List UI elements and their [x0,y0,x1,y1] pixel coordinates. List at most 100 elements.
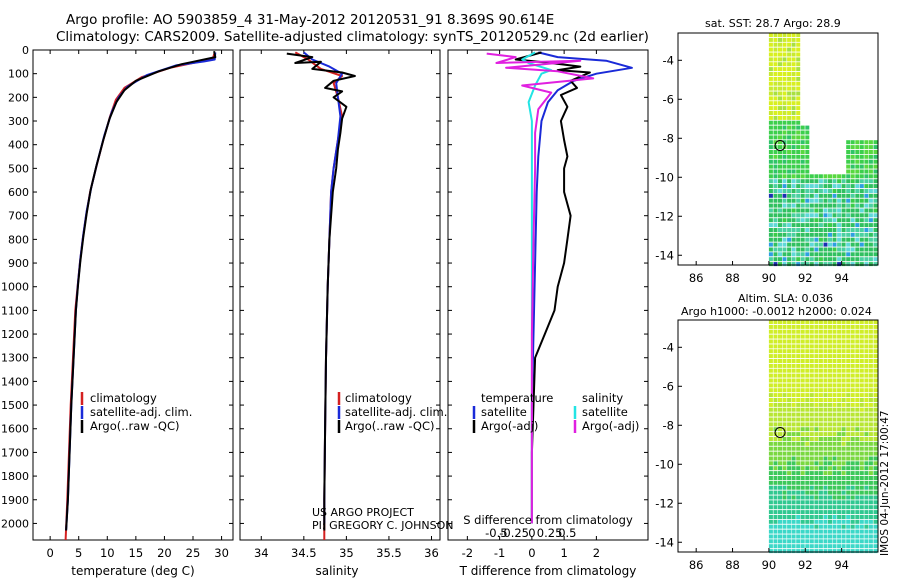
sla-map-cell [773,417,778,422]
sst-map-cell [787,130,792,135]
sla-map-cell [809,422,814,427]
sst-map-cell [782,232,787,237]
sla-map-cell [805,402,810,407]
sla-map-cell [778,461,782,466]
sst-map-cell [791,198,796,203]
sla-map-cell [868,368,873,373]
sla-map-cell [814,407,819,412]
sla-map-cell [782,407,787,412]
sst-map-cell [859,164,864,169]
sla-map-cell [837,451,842,456]
sst-map-cell [796,262,801,267]
sst-map-cell [809,237,814,242]
sla-map-cell [850,359,855,363]
sla-map-cell [873,490,878,495]
sla-map-cell [823,549,828,554]
sla-map-cell [864,529,869,534]
sla-map-cell [823,480,828,485]
sst-map-cell [805,145,810,150]
sst-map-cell [787,164,792,169]
sla-map-cell [796,451,801,456]
sla-map-cell [837,359,842,363]
temperature-x-tick-label: 30 [214,546,229,560]
sla-map-cell [796,549,801,554]
sst-map-cell [782,62,787,67]
sla-map-cell [841,368,846,373]
sst-map-cell [832,257,837,262]
sst-map-cell [778,125,782,130]
sst-map-cell [814,193,819,198]
sla-map-cell [782,519,787,524]
sla-map-cell [791,451,796,456]
sla-map-cell [818,368,823,373]
sla-map-cell [850,368,855,373]
sst-map-cell [809,252,814,257]
difference-x-label: T difference from climatology [459,564,637,578]
sla-map-cell [773,490,778,495]
sst-map-cell [873,208,878,213]
sla-map-cell [796,524,801,529]
sst-map-cell [818,232,823,237]
sla-map-cell [782,539,787,544]
sla-map-cell [841,505,846,510]
sst-map-cell [800,159,805,164]
sla-map-cell [868,461,873,466]
sst-map-cell [782,198,787,203]
sst-map-cell [791,145,796,150]
sla-map-cell [832,534,837,539]
sla-map-cell [796,485,801,490]
sst-map-cell [864,218,869,223]
sst-map-cell [855,140,860,145]
sla-map-cell [809,427,814,432]
sla-map-cell [868,534,873,539]
sla-map-cell [787,519,792,524]
sst-map-cell [855,232,860,237]
sst-map-cell [787,150,792,154]
sla-map-cell [873,388,878,393]
sst-map-cell [809,198,814,203]
sla-map-cell [805,534,810,539]
difference-x-tick-label: 2 [593,546,600,560]
sst-map-cell [814,189,819,193]
sst-map-cell [787,203,792,208]
sla-map-cell [873,359,878,363]
sla-map-cell [846,471,851,476]
sla-map-cell [864,510,869,515]
sla-map-cell [809,549,814,554]
sst-map-cell [805,140,810,145]
sla-map-cell [837,388,842,393]
sst-map-cell [768,47,773,52]
sst-map-cell [837,203,842,208]
sla-map-cell [787,495,792,500]
depth-tick-label: 300 [8,115,29,128]
sst-map-cell [773,67,778,72]
sst-map-cell [773,154,778,159]
sst-map-cell [850,150,855,154]
salinity-depth-axis [240,49,440,524]
sst-map-cell [868,247,873,252]
sla-map-cell [787,524,792,529]
sla-map-cell [814,402,819,407]
sla-map-cell [800,539,805,544]
sst-map-cell [828,262,832,267]
sst-map-cell [814,247,819,252]
sla-map-cell [818,471,823,476]
sla-map-cell [787,529,792,534]
sla-map-cell [782,368,787,373]
sst-map-cell [773,37,778,42]
sla-map-cell [768,422,773,427]
sst-map-cell [859,213,864,218]
sla-map-cell [864,388,869,393]
sla-map-cell [805,329,810,334]
sla-map-cell [768,378,773,383]
sla-map-cell [800,437,805,441]
sst-map-cell [846,218,851,223]
sst-map-cell [841,203,846,208]
salinity-x-tick-label: 34.5 [291,546,317,560]
sla-map-cell [855,456,860,461]
sla-map-cell [828,519,832,524]
sla-map-cell [855,398,860,402]
sla-map-cell [805,363,810,368]
sla-map-cell [796,334,801,339]
sla-map-cell [782,471,787,476]
